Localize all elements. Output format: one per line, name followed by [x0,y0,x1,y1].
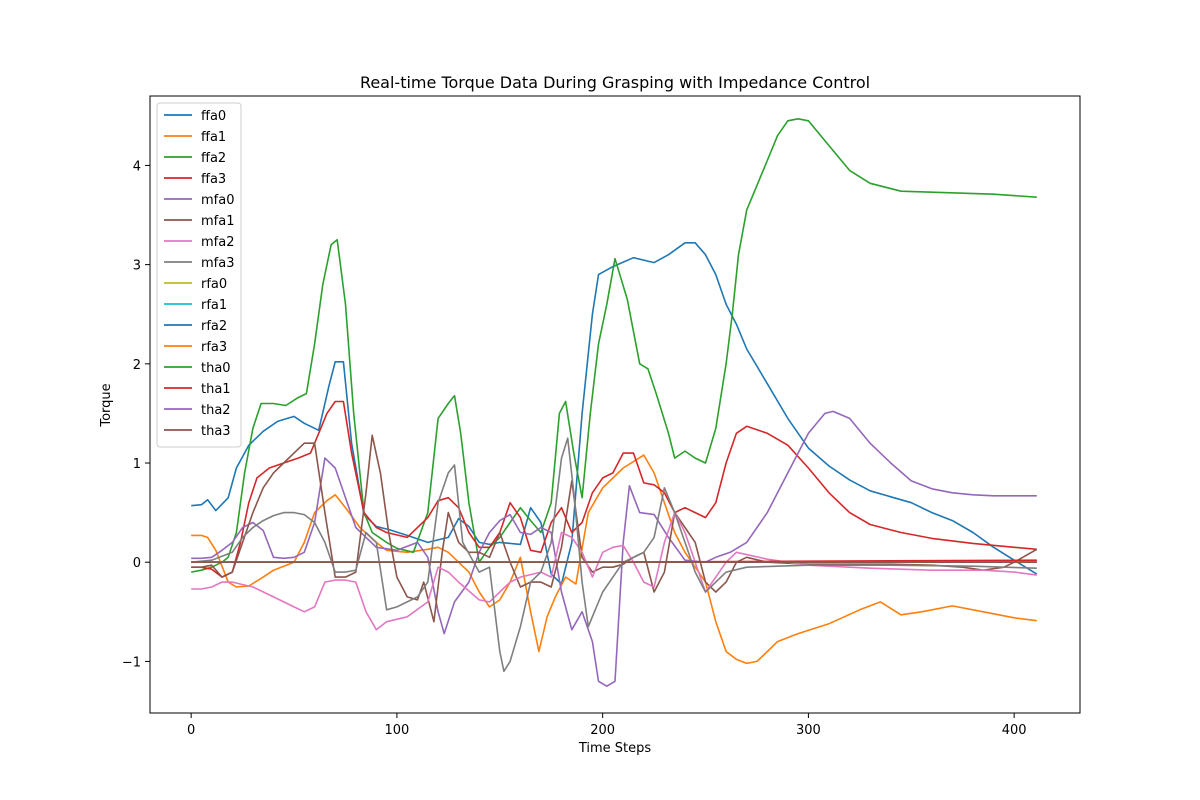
legend-label-tha3: tha3 [201,424,231,439]
axes-frame [149,95,1081,714]
x-axis-label: Time Steps [578,741,652,756]
legend-label-tha2: tha2 [201,403,231,418]
x-tick-label: 200 [590,723,615,738]
legend-label-rfa2: rfa2 [201,319,227,334]
series-line-ffa2 [191,118,1037,573]
legend-label-tha1: tha1 [201,382,231,397]
legend-label-mfa2: mfa2 [201,235,234,250]
series-line-ffa0 [191,242,1038,585]
legend-box [156,102,242,448]
ticks-layer: 0 100 200 300 400 −1 0 1 2 3 4 [122,159,1027,738]
legend-label-ffa2: ffa2 [201,151,226,166]
legend-label-rfa1: rfa1 [201,298,227,313]
legend-label-ffa0: ffa0 [201,109,226,124]
legend-label-mfa3: mfa3 [201,256,234,271]
series-line-mfa3 [191,437,1037,673]
series-line-mfa0 [191,410,1037,687]
series-line-ffa3 [191,400,1037,578]
legend-label-mfa1: mfa1 [201,214,234,229]
y-tick-label: −1 [122,655,141,670]
y-tick-label: 1 [133,457,141,472]
series-layer [191,118,1038,687]
legend-label-rfa0: rfa0 [201,277,227,292]
x-tick-label: 300 [796,723,821,738]
x-tick-label: 400 [1002,723,1027,738]
chart-title: Real-time Torque Data During Grasping wi… [360,73,870,92]
y-tick-label: 4 [133,159,141,174]
y-tick-label: 0 [133,556,141,571]
y-axis-label: Torque [99,383,114,427]
legend-label-rfa3: rfa3 [201,340,227,355]
x-tick-label: 100 [384,723,409,738]
legend-label-ffa1: ffa1 [201,130,226,145]
series-line-ffa1 [191,454,1037,665]
legend: ffa0 ffa1 ffa2 ffa3 mfa0 mfa1 mfa2 mfa3 rfa0 rfa1… [156,102,242,448]
legend-label-tha0: tha0 [201,361,231,376]
y-tick-label: 2 [133,358,141,373]
y-tick-label: 3 [133,259,141,274]
series-line-mfa2 [191,511,1037,631]
legend-label-mfa0: mfa0 [201,193,234,208]
x-tick-label: 0 [187,723,195,738]
legend-label-ffa3: ffa3 [201,172,226,187]
